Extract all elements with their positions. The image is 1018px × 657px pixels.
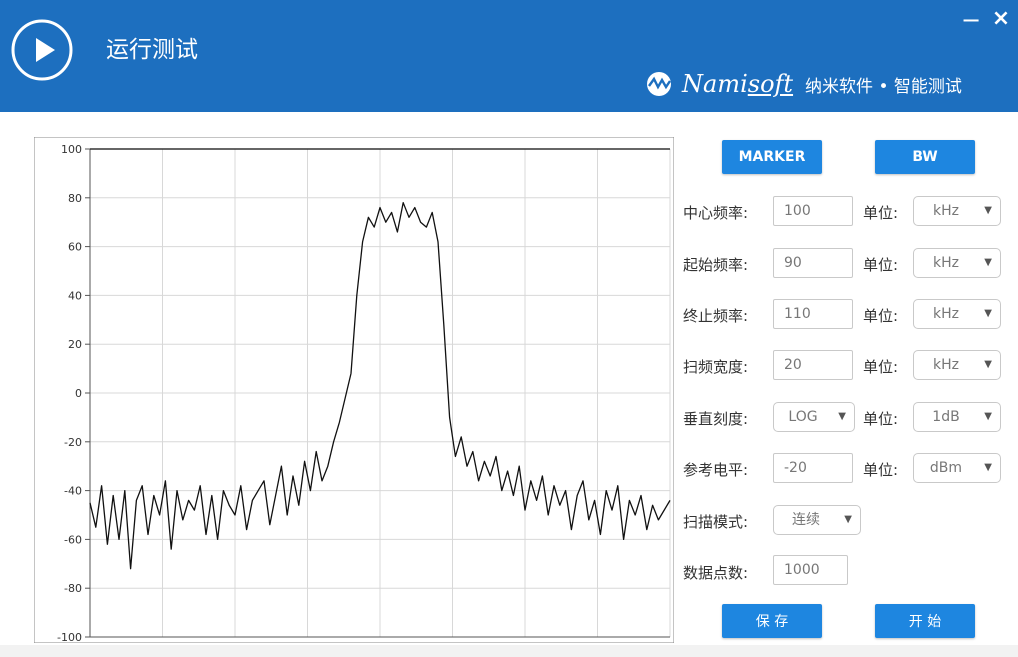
stop-freq-label: 终止频率: — [683, 307, 749, 325]
stop-freq-input[interactable]: 110 — [773, 299, 853, 329]
ref-level-unit-select[interactable]: dBm ▼ — [913, 453, 1001, 483]
y-tick-label: 100 — [61, 143, 82, 156]
start-freq-label: 起始频率: — [683, 256, 749, 274]
close-icon[interactable]: × — [991, 6, 1011, 31]
brand-tagline: 纳米软件 • 智能测试 — [805, 76, 962, 97]
chevron-down-icon: ▼ — [984, 411, 992, 422]
ref-level-label: 参考电平: — [683, 461, 749, 479]
vertical-scale-label: 垂直刻度: — [683, 410, 749, 428]
spectrum-chart-svg: 100 80 60 40 20 0 -20 -40 -60 -80 -100 — [33, 136, 675, 644]
scan-mode-label: 扫描模式: — [683, 513, 749, 531]
y-tick-label: 0 — [75, 387, 82, 400]
y-tick-label: -60 — [64, 533, 82, 546]
y-tick-label: 40 — [68, 289, 82, 302]
bw-button[interactable]: BW — [875, 140, 975, 174]
y-tick-label: 20 — [68, 338, 82, 351]
play-icon[interactable] — [10, 18, 74, 82]
stop-freq-unit-select[interactable]: kHz ▼ — [913, 299, 1001, 329]
spectrum-chart: 100 80 60 40 20 0 -20 -40 -60 -80 -100 — [33, 136, 675, 644]
namisoft-logo-icon — [647, 72, 671, 96]
brand-name: Namisoft — [682, 70, 794, 98]
span-unit-label: 单位: — [863, 358, 899, 376]
bottom-strip — [0, 645, 1018, 657]
stop-freq-unit-label: 单位: — [863, 307, 899, 325]
start-freq-unit-label: 单位: — [863, 256, 899, 274]
start-freq-input[interactable]: 90 — [773, 248, 853, 278]
span-unit-select[interactable]: kHz ▼ — [913, 350, 1001, 380]
chevron-down-icon: ▼ — [984, 257, 992, 268]
chart-frame — [33, 136, 675, 644]
ref-level-input[interactable]: -20 — [773, 453, 853, 483]
y-tick-label: -40 — [64, 485, 82, 498]
vertical-scale-unit-label: 单位: — [863, 410, 899, 428]
center-freq-input[interactable]: 100 — [773, 196, 853, 226]
span-label: 扫频宽度: — [683, 358, 749, 376]
vertical-scale-select[interactable]: LOG ▼ — [773, 402, 855, 432]
minimize-icon[interactable]: − — [960, 6, 982, 34]
chevron-down-icon: ▼ — [984, 205, 992, 216]
center-freq-unit-label: 单位: — [863, 204, 899, 222]
y-tick-label: 60 — [68, 241, 82, 254]
span-input[interactable]: 20 — [773, 350, 853, 380]
brand: Namisoft 纳米软件 • 智能测试 — [642, 66, 962, 102]
y-tick-label: 80 — [68, 192, 82, 205]
scan-mode-select[interactable]: 连续 ▼ — [773, 505, 861, 535]
data-points-label: 数据点数: — [683, 564, 749, 582]
ref-level-unit-label: 单位: — [863, 461, 899, 479]
center-freq-unit-select[interactable]: kHz ▼ — [913, 196, 1001, 226]
center-freq-label: 中心频率: — [683, 204, 749, 222]
start-button[interactable]: 开 始 — [875, 604, 975, 638]
data-points-input[interactable]: 1000 — [773, 555, 848, 585]
chevron-down-icon: ▼ — [984, 359, 992, 370]
chevron-down-icon: ▼ — [984, 462, 992, 473]
y-tick-label: -80 — [64, 582, 82, 595]
chevron-down-icon: ▼ — [984, 308, 992, 319]
y-tick-label: -100 — [57, 631, 82, 643]
app-title: 运行测试 — [106, 37, 198, 63]
vertical-scale-unit-select[interactable]: 1dB ▼ — [913, 402, 1001, 432]
y-tick-label: -20 — [64, 436, 82, 449]
series-line — [89, 202, 671, 570]
marker-button[interactable]: MARKER — [722, 140, 822, 174]
save-button[interactable]: 保 存 — [722, 604, 822, 638]
chevron-down-icon: ▼ — [844, 514, 852, 525]
title-bar: 运行测试 − × Namisoft 纳米软件 • 智能测试 — [0, 0, 1018, 112]
chevron-down-icon: ▼ — [838, 411, 846, 422]
start-freq-unit-select[interactable]: kHz ▼ — [913, 248, 1001, 278]
